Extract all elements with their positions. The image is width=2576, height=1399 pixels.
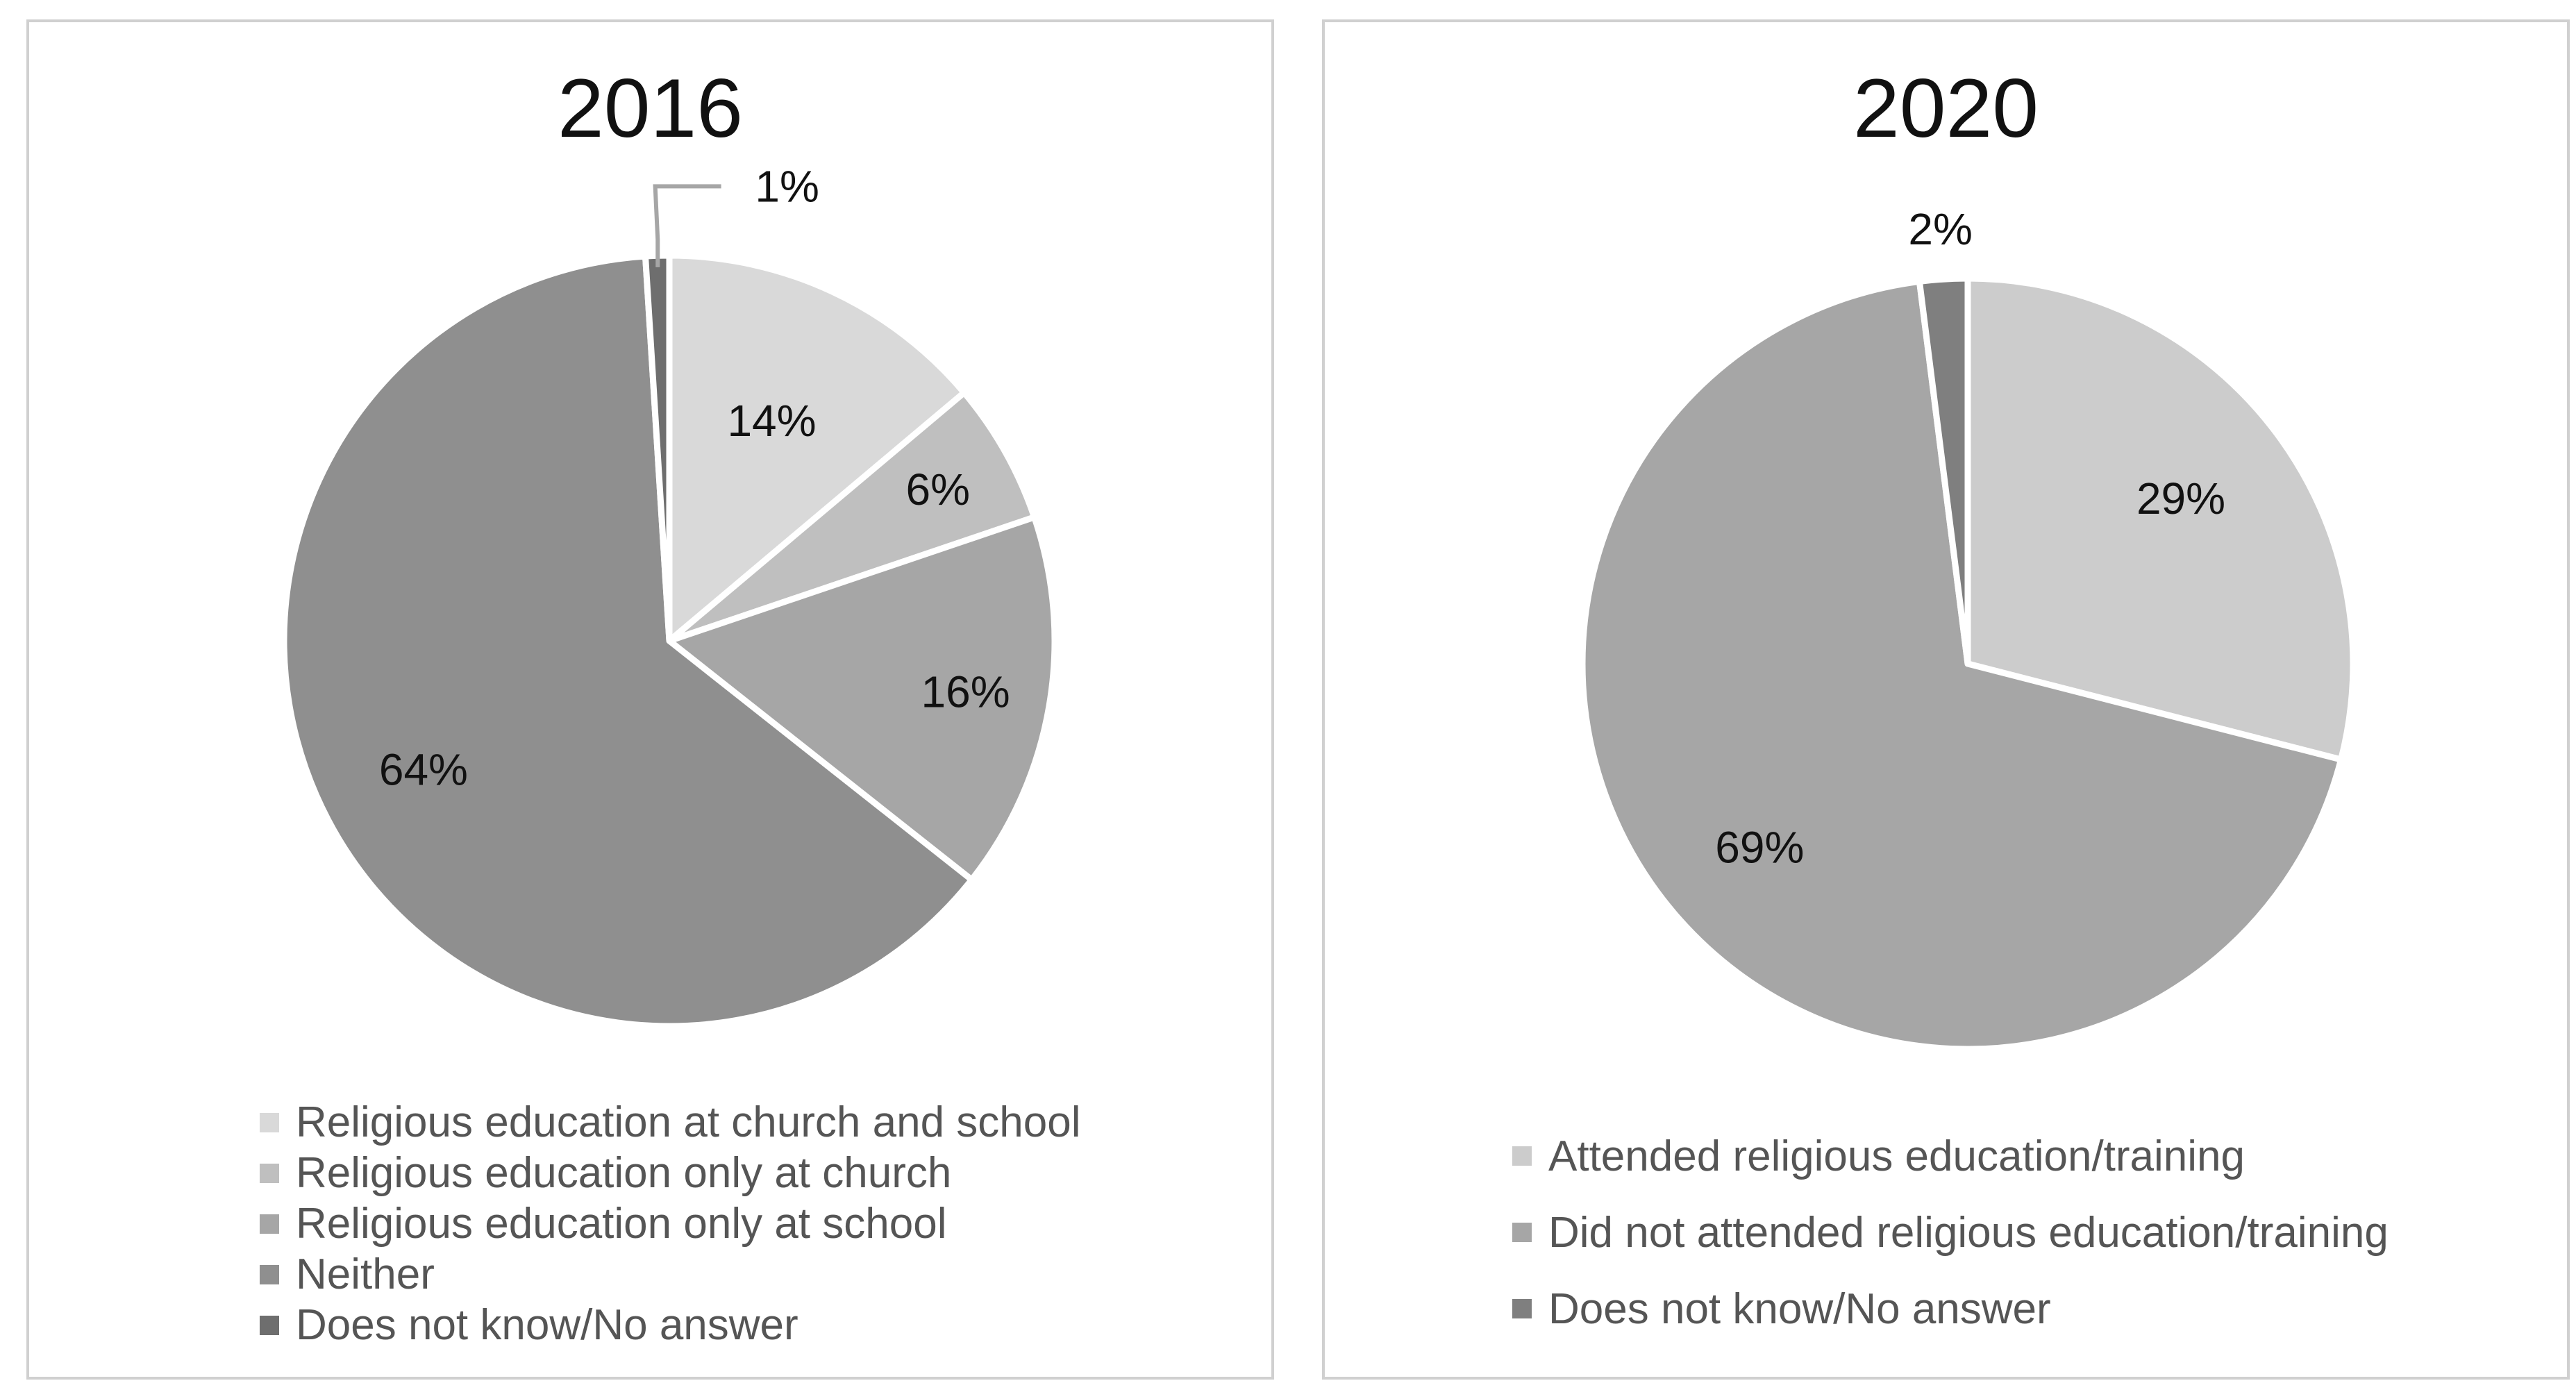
data-label: 2% xyxy=(1908,204,1973,254)
data-label: 14% xyxy=(727,396,816,446)
data-label: 64% xyxy=(379,744,468,794)
pie-slice-religious-education-at-church-and-school xyxy=(666,252,968,644)
data-label: 1% xyxy=(755,161,819,211)
legend-label: Religious education at church and school xyxy=(296,1098,1081,1146)
chart-title: 2016 xyxy=(558,62,743,155)
leader-line xyxy=(653,184,721,267)
legend-label: Does not know/No answer xyxy=(1548,1284,2051,1333)
legend-swatch xyxy=(1512,1146,1532,1166)
chart-panel-2020: 2020 29% 69% 2% Attended religious educati… xyxy=(1322,19,2570,1380)
pie-chart: 29% 69% 2% xyxy=(1579,204,2357,1053)
legend-item-religious-education-only-at-school: Religious education only at school xyxy=(260,1198,1081,1249)
legend-swatch xyxy=(1512,1223,1532,1242)
data-label: 6% xyxy=(906,464,971,514)
legend-item-did-not-attended-religious-education-training: Did not attended religious education/tra… xyxy=(1512,1194,2389,1271)
legend: Religious education at church and school… xyxy=(260,1097,1081,1350)
legend-label: Attended religious education/training xyxy=(1548,1132,2245,1180)
legend-item-neither: Neither xyxy=(260,1249,1081,1300)
pie-slice-does-not-know-no-answer xyxy=(1916,275,1971,667)
chart-title: 2020 xyxy=(1853,62,2039,155)
legend-item-does-not-know-no-answer: Does not know/No answer xyxy=(1512,1271,2389,1347)
pie-slice-neither xyxy=(281,253,975,1030)
legend-item-religious-education-at-church-and-school: Religious education at church and school xyxy=(260,1097,1081,1148)
legend-item-attended-religious-education-training: Attended religious education/training xyxy=(1512,1118,2389,1194)
legend-swatch xyxy=(260,1163,279,1183)
pie-slice-religious-education-only-at-church xyxy=(666,389,1038,644)
legend-label: Religious education only at church xyxy=(296,1149,952,1197)
data-label: 16% xyxy=(921,667,1010,717)
legend-label: Neither xyxy=(296,1250,435,1298)
legend-swatch xyxy=(1512,1299,1532,1318)
legend-swatch xyxy=(260,1214,279,1234)
legend-item-religious-education-only-at-church: Religious education only at church xyxy=(260,1148,1081,1198)
legend-swatch xyxy=(260,1112,279,1132)
legend-label: Religious education only at school xyxy=(296,1200,947,1248)
pie-slice-religious-education-only-at-school xyxy=(666,514,1058,883)
pie-slice-did-not-attended-religious-education-training xyxy=(1579,278,2345,1053)
legend: Attended religious education/training Did… xyxy=(1512,1118,2389,1347)
pie-chart: 14% 6% 16% 64% 1% xyxy=(281,161,1058,1030)
data-label: 69% xyxy=(1715,822,1804,872)
legend-swatch xyxy=(260,1315,279,1335)
legend-label: Did not attended religious education/tra… xyxy=(1548,1208,2389,1257)
legend-item-does-not-know-no-answer: Does not know/No answer xyxy=(260,1300,1081,1350)
pie-slice-attended-religious-education-training xyxy=(1964,275,2357,763)
chart-panel-2016: 2016 14% 6% 16% 64% 1% Religious education a… xyxy=(26,19,1274,1380)
legend-swatch xyxy=(260,1264,279,1284)
legend-label: Does not know/No answer xyxy=(296,1301,798,1349)
data-label: 29% xyxy=(2136,474,2225,523)
